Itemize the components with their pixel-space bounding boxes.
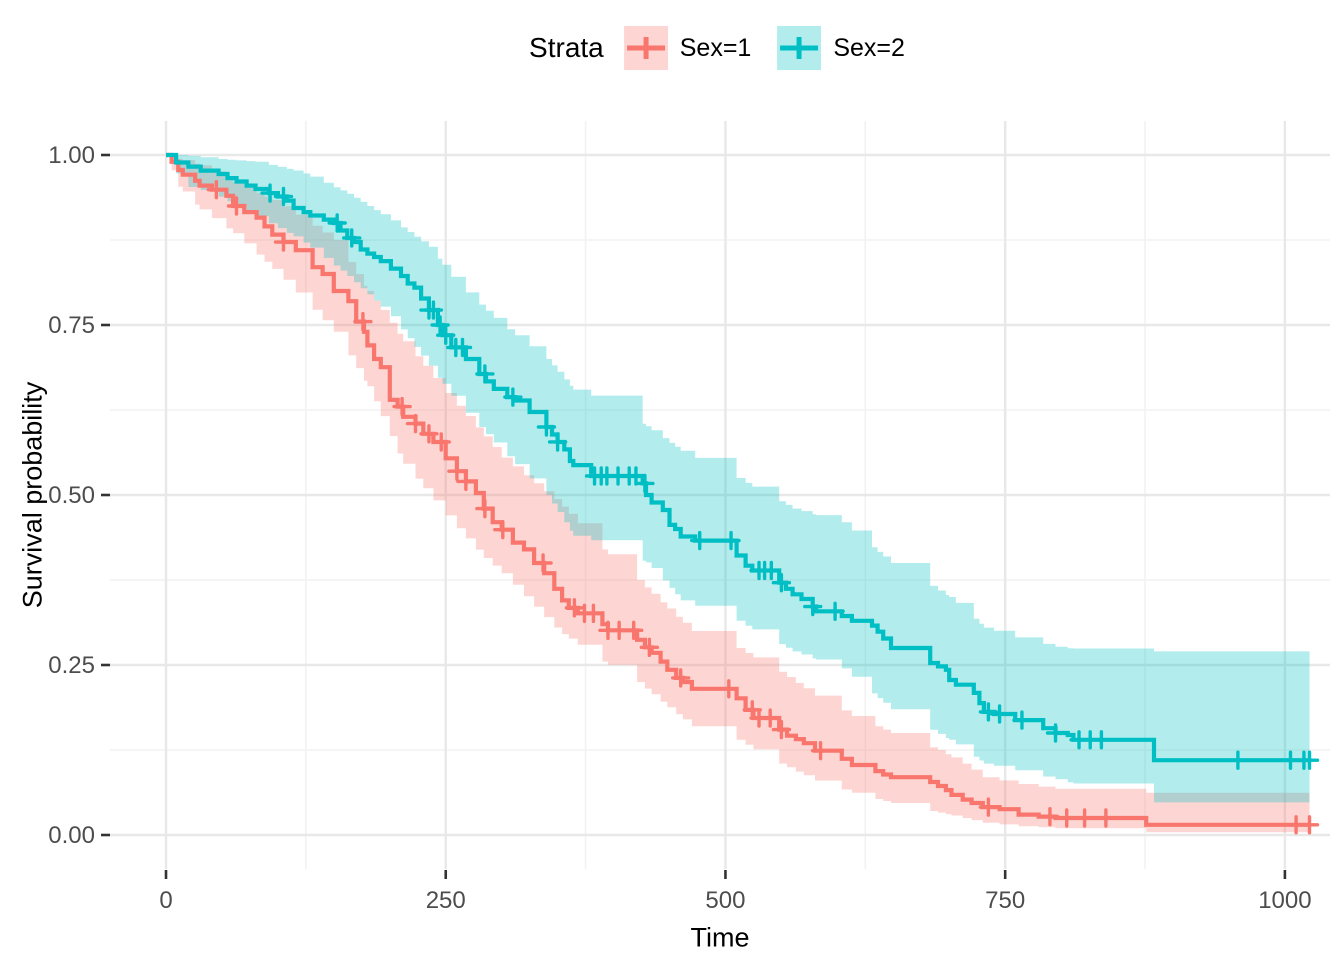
legend-item-sex1: Sex=1 <box>623 26 752 70</box>
legend-label-sex2: Sex=2 <box>833 33 905 62</box>
x-axis-title: Time <box>690 922 750 953</box>
legend-key-sex1-icon <box>623 26 668 70</box>
legend-label-sex1: Sex=1 <box>679 33 752 62</box>
y-axis-tick-labels: 0.00 0.25 0.50 0.75 1.00 <box>48 142 95 849</box>
svg-text:250: 250 <box>426 887 466 914</box>
x-axis-tick-labels: 0 250 500 750 1000 <box>159 887 1311 914</box>
legend-key-sex2-icon <box>777 26 822 70</box>
svg-text:750: 750 <box>985 887 1025 914</box>
legend-item-sex2: Sex=2 <box>777 26 905 70</box>
svg-text:1.00: 1.00 <box>48 142 95 169</box>
legend: Strata Sex=1 Sex=2 <box>529 26 905 70</box>
confidence-ribbon-sex2 <box>166 155 1310 803</box>
svg-text:0.75: 0.75 <box>48 312 95 339</box>
svg-text:0.50: 0.50 <box>48 482 95 509</box>
y-axis-title: Survival probability <box>17 381 48 609</box>
svg-text:1000: 1000 <box>1258 887 1311 914</box>
censor-marks-sex1 <box>206 179 1320 835</box>
svg-text:500: 500 <box>705 887 745 914</box>
svg-text:0.00: 0.00 <box>48 822 95 849</box>
svg-text:0: 0 <box>159 887 172 914</box>
censor-marks-sex2 <box>260 183 1320 770</box>
svg-text:0.25: 0.25 <box>48 652 95 679</box>
legend-title: Strata <box>529 32 604 63</box>
gridlines-major <box>110 121 1330 869</box>
axis-tick-marks <box>101 153 1287 879</box>
